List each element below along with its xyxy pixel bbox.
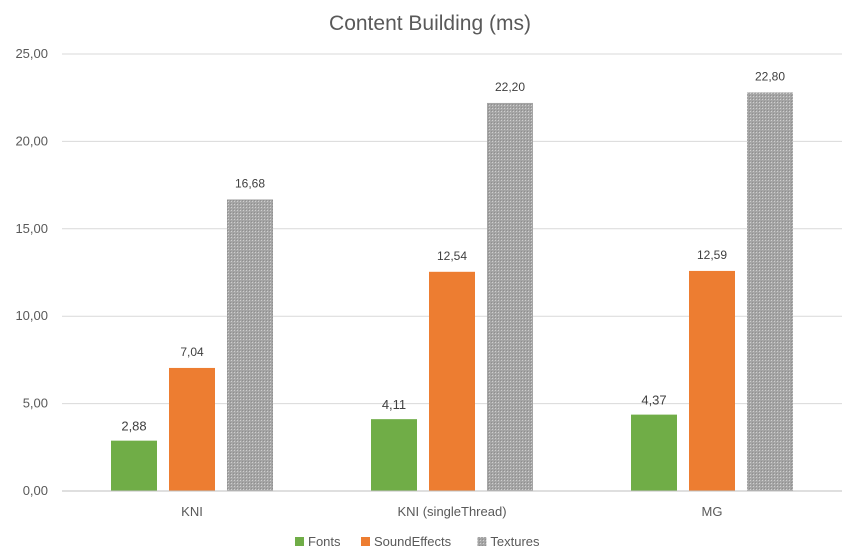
chart-title: Content Building (ms) — [329, 12, 531, 35]
legend-swatch-fonts[interactable] — [295, 537, 304, 546]
bar-fonts-2[interactable] — [631, 414, 677, 491]
x-category-label: KNI (singleThread) — [397, 504, 506, 519]
legend: Fonts SoundEffects Textures — [295, 534, 540, 549]
data-label: 2,88 — [121, 419, 146, 434]
data-label: 12,59 — [697, 248, 727, 262]
y-axis: 0,00 5,00 10,00 15,00 20,00 25,00 — [15, 46, 48, 498]
bar-soundeffects-1[interactable] — [429, 271, 475, 491]
legend-swatch-soundeffects[interactable] — [361, 537, 370, 546]
data-label: 4,11 — [382, 397, 406, 412]
legend-swatch-textures[interactable] — [477, 537, 487, 546]
bar-fonts-0[interactable] — [111, 440, 157, 491]
data-label: 12,54 — [437, 249, 467, 263]
y-tick-label: 0,00 — [23, 483, 48, 498]
bar-fonts-1[interactable] — [371, 419, 417, 491]
bar-textures-0[interactable] — [227, 199, 273, 491]
bars-layer — [111, 92, 793, 492]
x-category-label: MG — [702, 504, 723, 519]
legend-label-fonts[interactable]: Fonts — [308, 534, 341, 549]
data-label: 4,37 — [641, 393, 666, 408]
bar-soundeffects-0[interactable] — [169, 367, 215, 491]
y-tick-label: 25,00 — [15, 46, 48, 61]
legend-label-soundeffects[interactable]: SoundEffects — [374, 534, 452, 549]
x-category-label: KNI — [181, 504, 203, 519]
bar-soundeffects-2[interactable] — [689, 270, 735, 491]
y-tick-label: 5,00 — [23, 396, 48, 411]
bar-textures-2[interactable] — [747, 92, 793, 492]
data-label: 16,68 — [235, 176, 265, 190]
data-label: 22,20 — [495, 80, 525, 94]
bar-textures-1[interactable] — [487, 102, 533, 491]
y-tick-label: 10,00 — [15, 308, 48, 323]
x-axis: KNI KNI (singleThread) MG — [62, 490, 842, 519]
legend-label-textures[interactable]: Textures — [490, 534, 540, 549]
y-tick-label: 15,00 — [15, 221, 48, 236]
data-label: 22,80 — [755, 69, 785, 83]
data-label: 7,04 — [180, 345, 204, 359]
y-tick-label: 20,00 — [15, 133, 48, 148]
data-labels: 2,88 7,04 16,68 4,11 12,54 22,20 4,37 12,59 22,8… — [121, 69, 785, 433]
